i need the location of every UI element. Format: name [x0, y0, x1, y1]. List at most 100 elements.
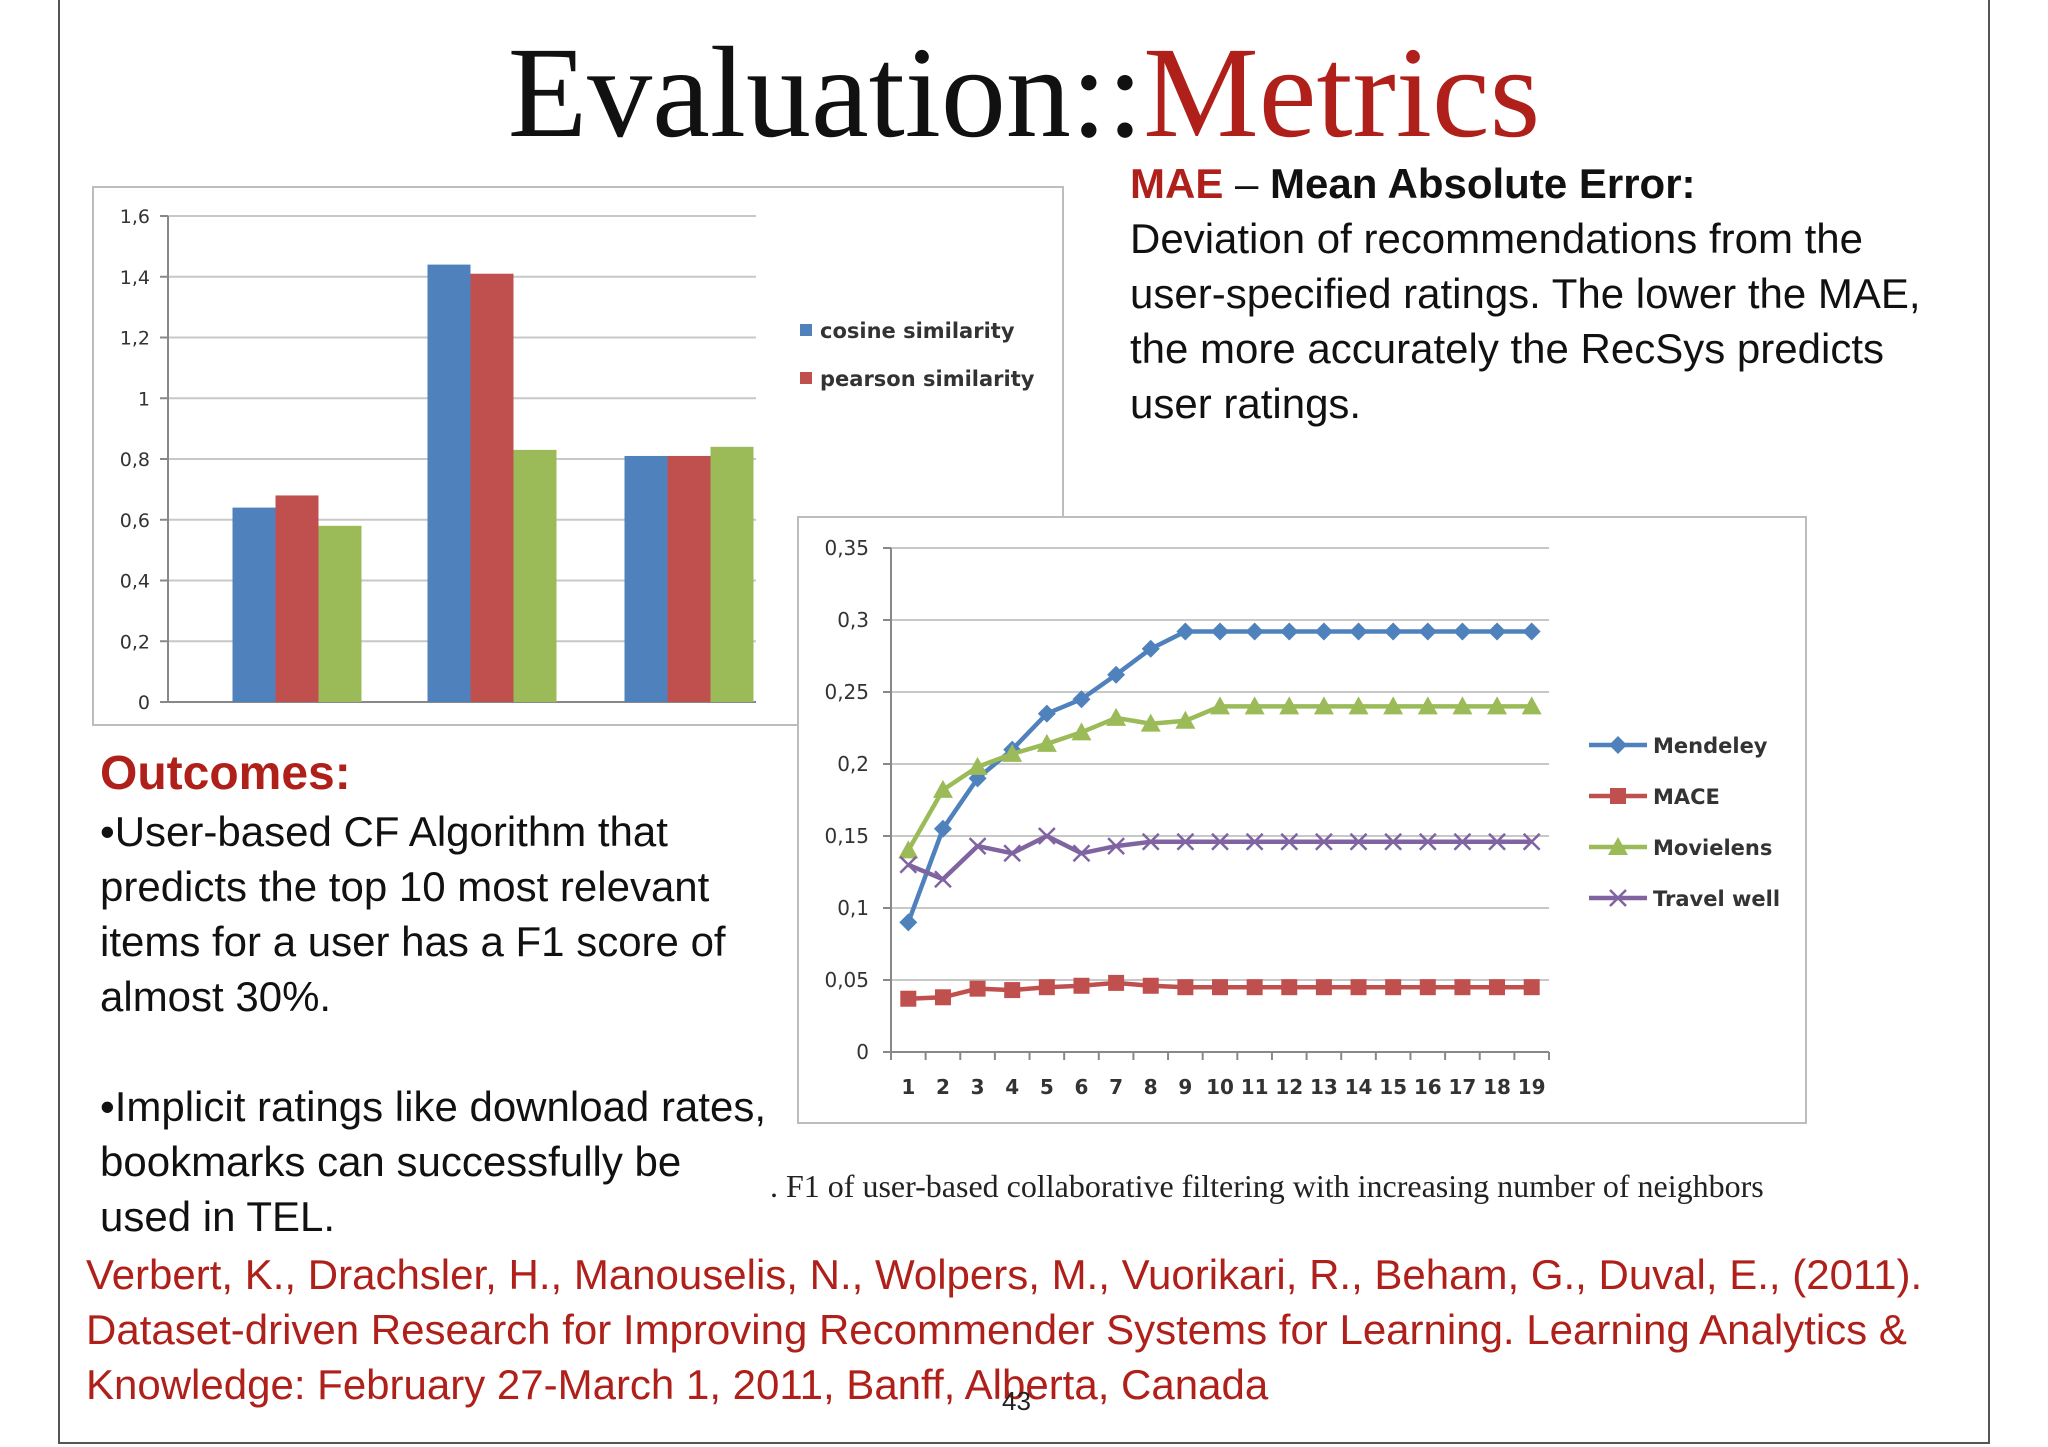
line-x-tick-label: 18	[1483, 1075, 1511, 1099]
data-point	[932, 779, 953, 798]
data-point	[1211, 832, 1229, 851]
bar-y-tick-label: 1,6	[120, 206, 150, 228]
bar-legend-label: pearson similarity	[820, 367, 1035, 391]
data-point	[1177, 979, 1194, 996]
bar-legend-swatch	[800, 324, 812, 336]
data-point	[1523, 979, 1540, 996]
bar	[710, 446, 754, 702]
line-x-tick-label: 4	[1005, 1075, 1019, 1099]
data-point	[1384, 622, 1403, 641]
data-point	[1489, 979, 1506, 996]
data-point	[1313, 696, 1334, 715]
line-chart: 0 0,05 0,1 0,15 0,2 0,25 0,3 0,35 1 2 3 4 5 6 7 8 9 10 11 1…	[797, 516, 1807, 1124]
data-point	[1176, 832, 1195, 851]
data-point	[1350, 979, 1367, 996]
data-point	[1140, 713, 1161, 732]
data-point	[898, 840, 919, 859]
data-point	[1349, 832, 1368, 851]
line-x-tick-label: 14	[1345, 1075, 1373, 1099]
data-point	[934, 989, 951, 1006]
line-y-tick-label: 0	[856, 1040, 869, 1064]
bar-y-tick-label: 0,4	[120, 571, 150, 593]
legend-marker	[1609, 889, 1627, 907]
legend-marker	[1610, 788, 1626, 804]
data-point	[1522, 832, 1541, 851]
line-x-tick-label: 3	[971, 1075, 985, 1099]
data-point	[1281, 979, 1298, 996]
slide-title: Evaluation::Metrics	[0, 18, 2048, 168]
title-accent: Metrics	[1143, 21, 1541, 165]
data-point	[1418, 622, 1437, 641]
series-line	[906, 629, 1532, 924]
data-point	[1419, 979, 1436, 996]
figure-caption: . F1 of user-based collaborative filteri…	[770, 1168, 1764, 1204]
data-point	[1245, 832, 1264, 851]
line-y-tick-label: 0,1	[837, 896, 869, 920]
bar-y-tick-label: 1	[138, 388, 150, 410]
data-point	[1454, 979, 1471, 996]
legend-marker	[1609, 736, 1627, 754]
bar	[232, 507, 276, 702]
data-point	[1106, 707, 1127, 726]
data-point	[969, 980, 986, 997]
data-point	[900, 990, 917, 1007]
data-point	[1176, 622, 1195, 641]
data-point	[1002, 743, 1023, 762]
bar-legend-label: cosine similarity	[820, 319, 1015, 343]
bar-chart-svg: 0 0,2 0,4 0,6 0,8 1 1,2 1,4 1,6 cosine similarity…	[120, 206, 1035, 714]
data-point	[1246, 979, 1263, 996]
data-point	[1522, 622, 1541, 641]
data-point	[1521, 696, 1542, 715]
bar-legend-swatch	[800, 372, 812, 384]
data-point	[934, 870, 952, 889]
bar	[513, 449, 557, 702]
data-point	[1107, 837, 1125, 855]
bar	[318, 525, 362, 702]
data-point	[1417, 696, 1438, 715]
line-x-tick-label: 5	[1040, 1075, 1054, 1099]
data-point	[1071, 722, 1092, 741]
data-point	[1141, 639, 1160, 658]
mae-dash: –	[1223, 160, 1271, 207]
data-point	[967, 756, 988, 775]
outcomes-spacer	[100, 1024, 780, 1079]
data-point	[899, 913, 918, 932]
data-point	[1142, 977, 1159, 994]
data-point	[1072, 690, 1091, 709]
mae-description: Deviation of recommendations from the us…	[1130, 215, 1921, 427]
legend-label: Movielens	[1653, 836, 1772, 860]
data-point	[1348, 696, 1369, 715]
data-point	[1108, 974, 1125, 991]
bar-y-tick-label: 0,2	[120, 631, 150, 653]
line-y-tick-label: 0,3	[837, 608, 869, 632]
data-point	[1212, 979, 1228, 996]
line-x-tick-label: 10	[1206, 1075, 1234, 1099]
mae-definition: MAE – Mean Absolute Error: Deviation of …	[1130, 156, 1930, 431]
line-y-tick-label: 0,15	[824, 824, 869, 848]
bar-y-tick-label: 0	[138, 692, 150, 714]
data-point	[1210, 696, 1230, 715]
bar-y-tick-label: 1,4	[120, 267, 150, 289]
mae-name: Mean Absolute Error:	[1270, 160, 1696, 207]
data-point	[1036, 733, 1057, 752]
line-x-tick-label: 17	[1448, 1075, 1476, 1099]
outcomes-bullet-1: •User-based CF Algorithm that predicts t…	[100, 808, 726, 1020]
line-x-tick-label: 12	[1275, 1075, 1303, 1099]
data-point	[1004, 982, 1021, 999]
data-point	[1175, 710, 1196, 729]
line-x-tick-label: 15	[1379, 1075, 1407, 1099]
line-chart-svg: 00,050,10,150,20,250,30,351 2 3 4 5 6 7 8 9 10 11 1…	[824, 536, 1780, 1099]
bar	[667, 455, 711, 702]
data-point	[1315, 832, 1333, 851]
data-point	[1488, 832, 1506, 851]
data-point	[1037, 827, 1056, 845]
data-point	[1244, 696, 1265, 715]
outcomes-bullet-2: •Implicit ratings like download rates, b…	[100, 1083, 766, 1240]
title-main: Evaluation::	[507, 21, 1144, 165]
data-point	[968, 837, 987, 855]
line-x-tick-label: 7	[1109, 1075, 1123, 1099]
line-y-tick-label: 0,25	[824, 680, 869, 704]
data-point	[1037, 704, 1056, 723]
line-x-tick-label: 2	[936, 1075, 950, 1099]
bar	[275, 495, 319, 702]
